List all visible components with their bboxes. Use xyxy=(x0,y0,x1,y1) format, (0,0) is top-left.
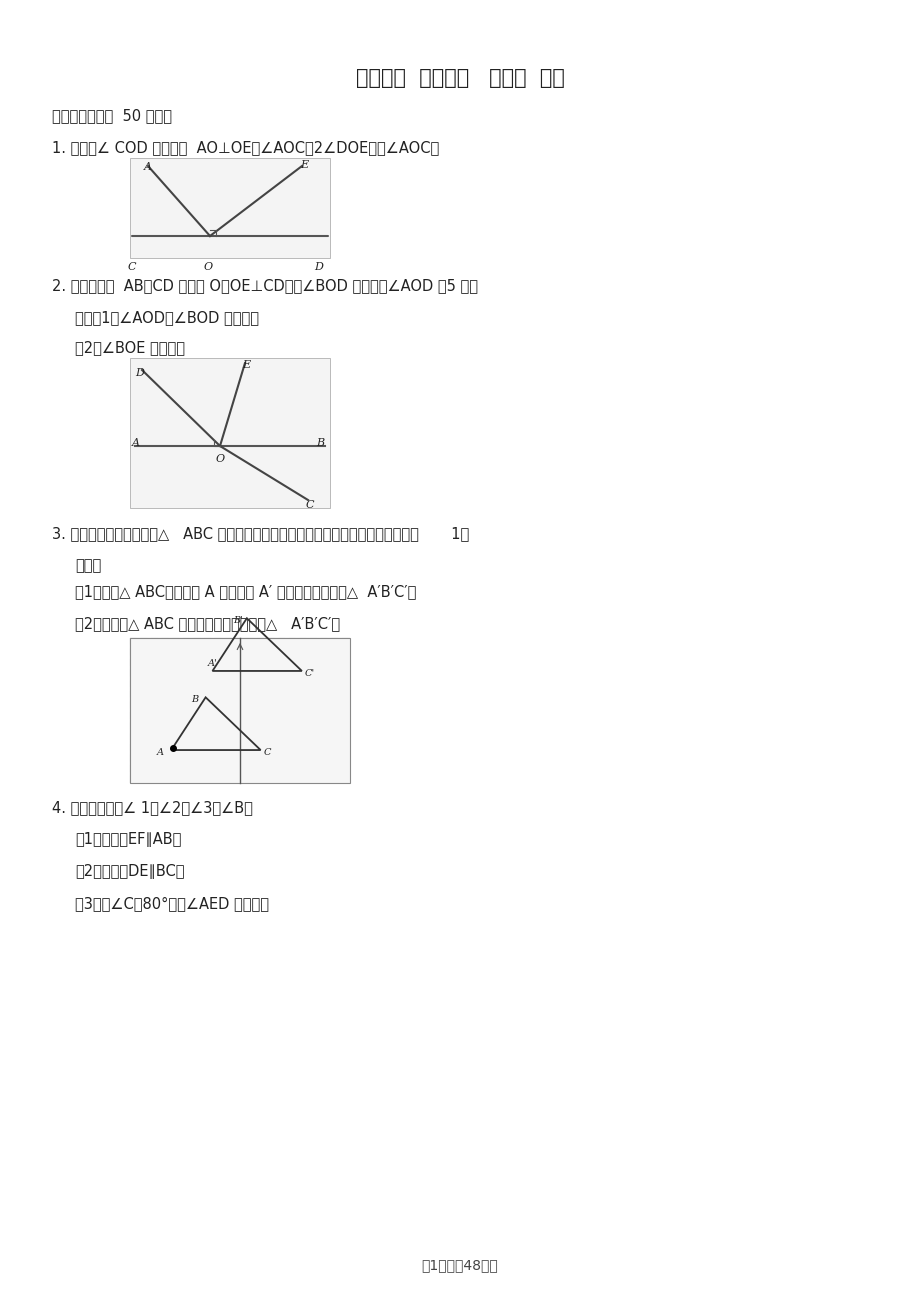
Text: 求：（1）∠AOD、∠BOD 的度数；: 求：（1）∠AOD、∠BOD 的度数； xyxy=(75,310,259,324)
Text: A': A' xyxy=(208,659,217,668)
Text: E: E xyxy=(242,360,250,370)
Text: （2）∠BOE 的度数．: （2）∠BOE 的度数． xyxy=(75,340,185,354)
Text: A: A xyxy=(157,748,165,757)
FancyBboxPatch shape xyxy=(130,638,349,783)
Text: O: O xyxy=(216,453,225,464)
FancyBboxPatch shape xyxy=(130,158,330,258)
Text: 一．解答题（共  50 小题）: 一．解答题（共 50 小题） xyxy=(52,108,172,122)
Text: O: O xyxy=(204,262,213,272)
FancyBboxPatch shape xyxy=(130,358,330,508)
Text: 2. 如图，直线  AB、CD 相交于 O，OE⊥CD，且∠BOD 的度数是∠AOD 的5 倍．: 2. 如图，直线 AB、CD 相交于 O，OE⊥CD，且∠BOD 的度数是∠AO… xyxy=(52,278,478,293)
Text: （1）求证：EF∥AB；: （1）求证：EF∥AB； xyxy=(75,833,181,847)
Text: C: C xyxy=(306,500,314,509)
Text: E: E xyxy=(300,160,308,169)
Text: （2）求证：DE∥BC；: （2）求证：DE∥BC； xyxy=(75,864,185,880)
Text: 3. 在如图网格坐标系中，△   ABC 的各顶点均位于格点处，其中网格小正方形的边长为       1个: 3. 在如图网格坐标系中，△ ABC 的各顶点均位于格点处，其中网格小正方形的边… xyxy=(52,526,469,541)
Text: 初中数学  七年级下   解答题  汇总: 初中数学 七年级下 解答题 汇总 xyxy=(355,68,564,89)
Text: B: B xyxy=(315,438,323,448)
Text: D: D xyxy=(135,367,143,378)
Text: （2）请说出△ ABC 是通过怎样的平移得到△   A′B′C′．: （2）请说出△ ABC 是通过怎样的平移得到△ A′B′C′． xyxy=(75,616,340,631)
Text: 第1页（全48页）: 第1页（全48页） xyxy=(421,1257,498,1272)
Text: A: A xyxy=(131,438,140,448)
Text: （1）平移△ ABC，使得点 A 平移到点 A′ 处，作出平移后的△  A′B′C′；: （1）平移△ ABC，使得点 A 平移到点 A′ 处，作出平移后的△ A′B′C… xyxy=(75,584,416,599)
Text: 1. 如图，∠ COD 为平角，  AO⊥OE，∠AOC＝2∠DOE，求∠AOC．: 1. 如图，∠ COD 为平角， AO⊥OE，∠AOC＝2∠DOE，求∠AOC． xyxy=(52,139,438,155)
Text: 4. 已知：如图，∠ 1＝∠2，∠3＝∠B；: 4. 已知：如图，∠ 1＝∠2，∠3＝∠B； xyxy=(52,800,253,814)
Text: A: A xyxy=(144,162,152,172)
Text: C': C' xyxy=(304,668,314,678)
Text: C: C xyxy=(128,262,136,272)
Text: C: C xyxy=(264,748,271,757)
Text: （3）若∠C＝80°，求∠AED 的度数．: （3）若∠C＝80°，求∠AED 的度数． xyxy=(75,896,268,911)
Text: B: B xyxy=(191,696,199,705)
Text: D: D xyxy=(313,262,323,272)
Text: 单位．: 单位． xyxy=(75,558,101,573)
Text: B': B' xyxy=(233,616,243,625)
